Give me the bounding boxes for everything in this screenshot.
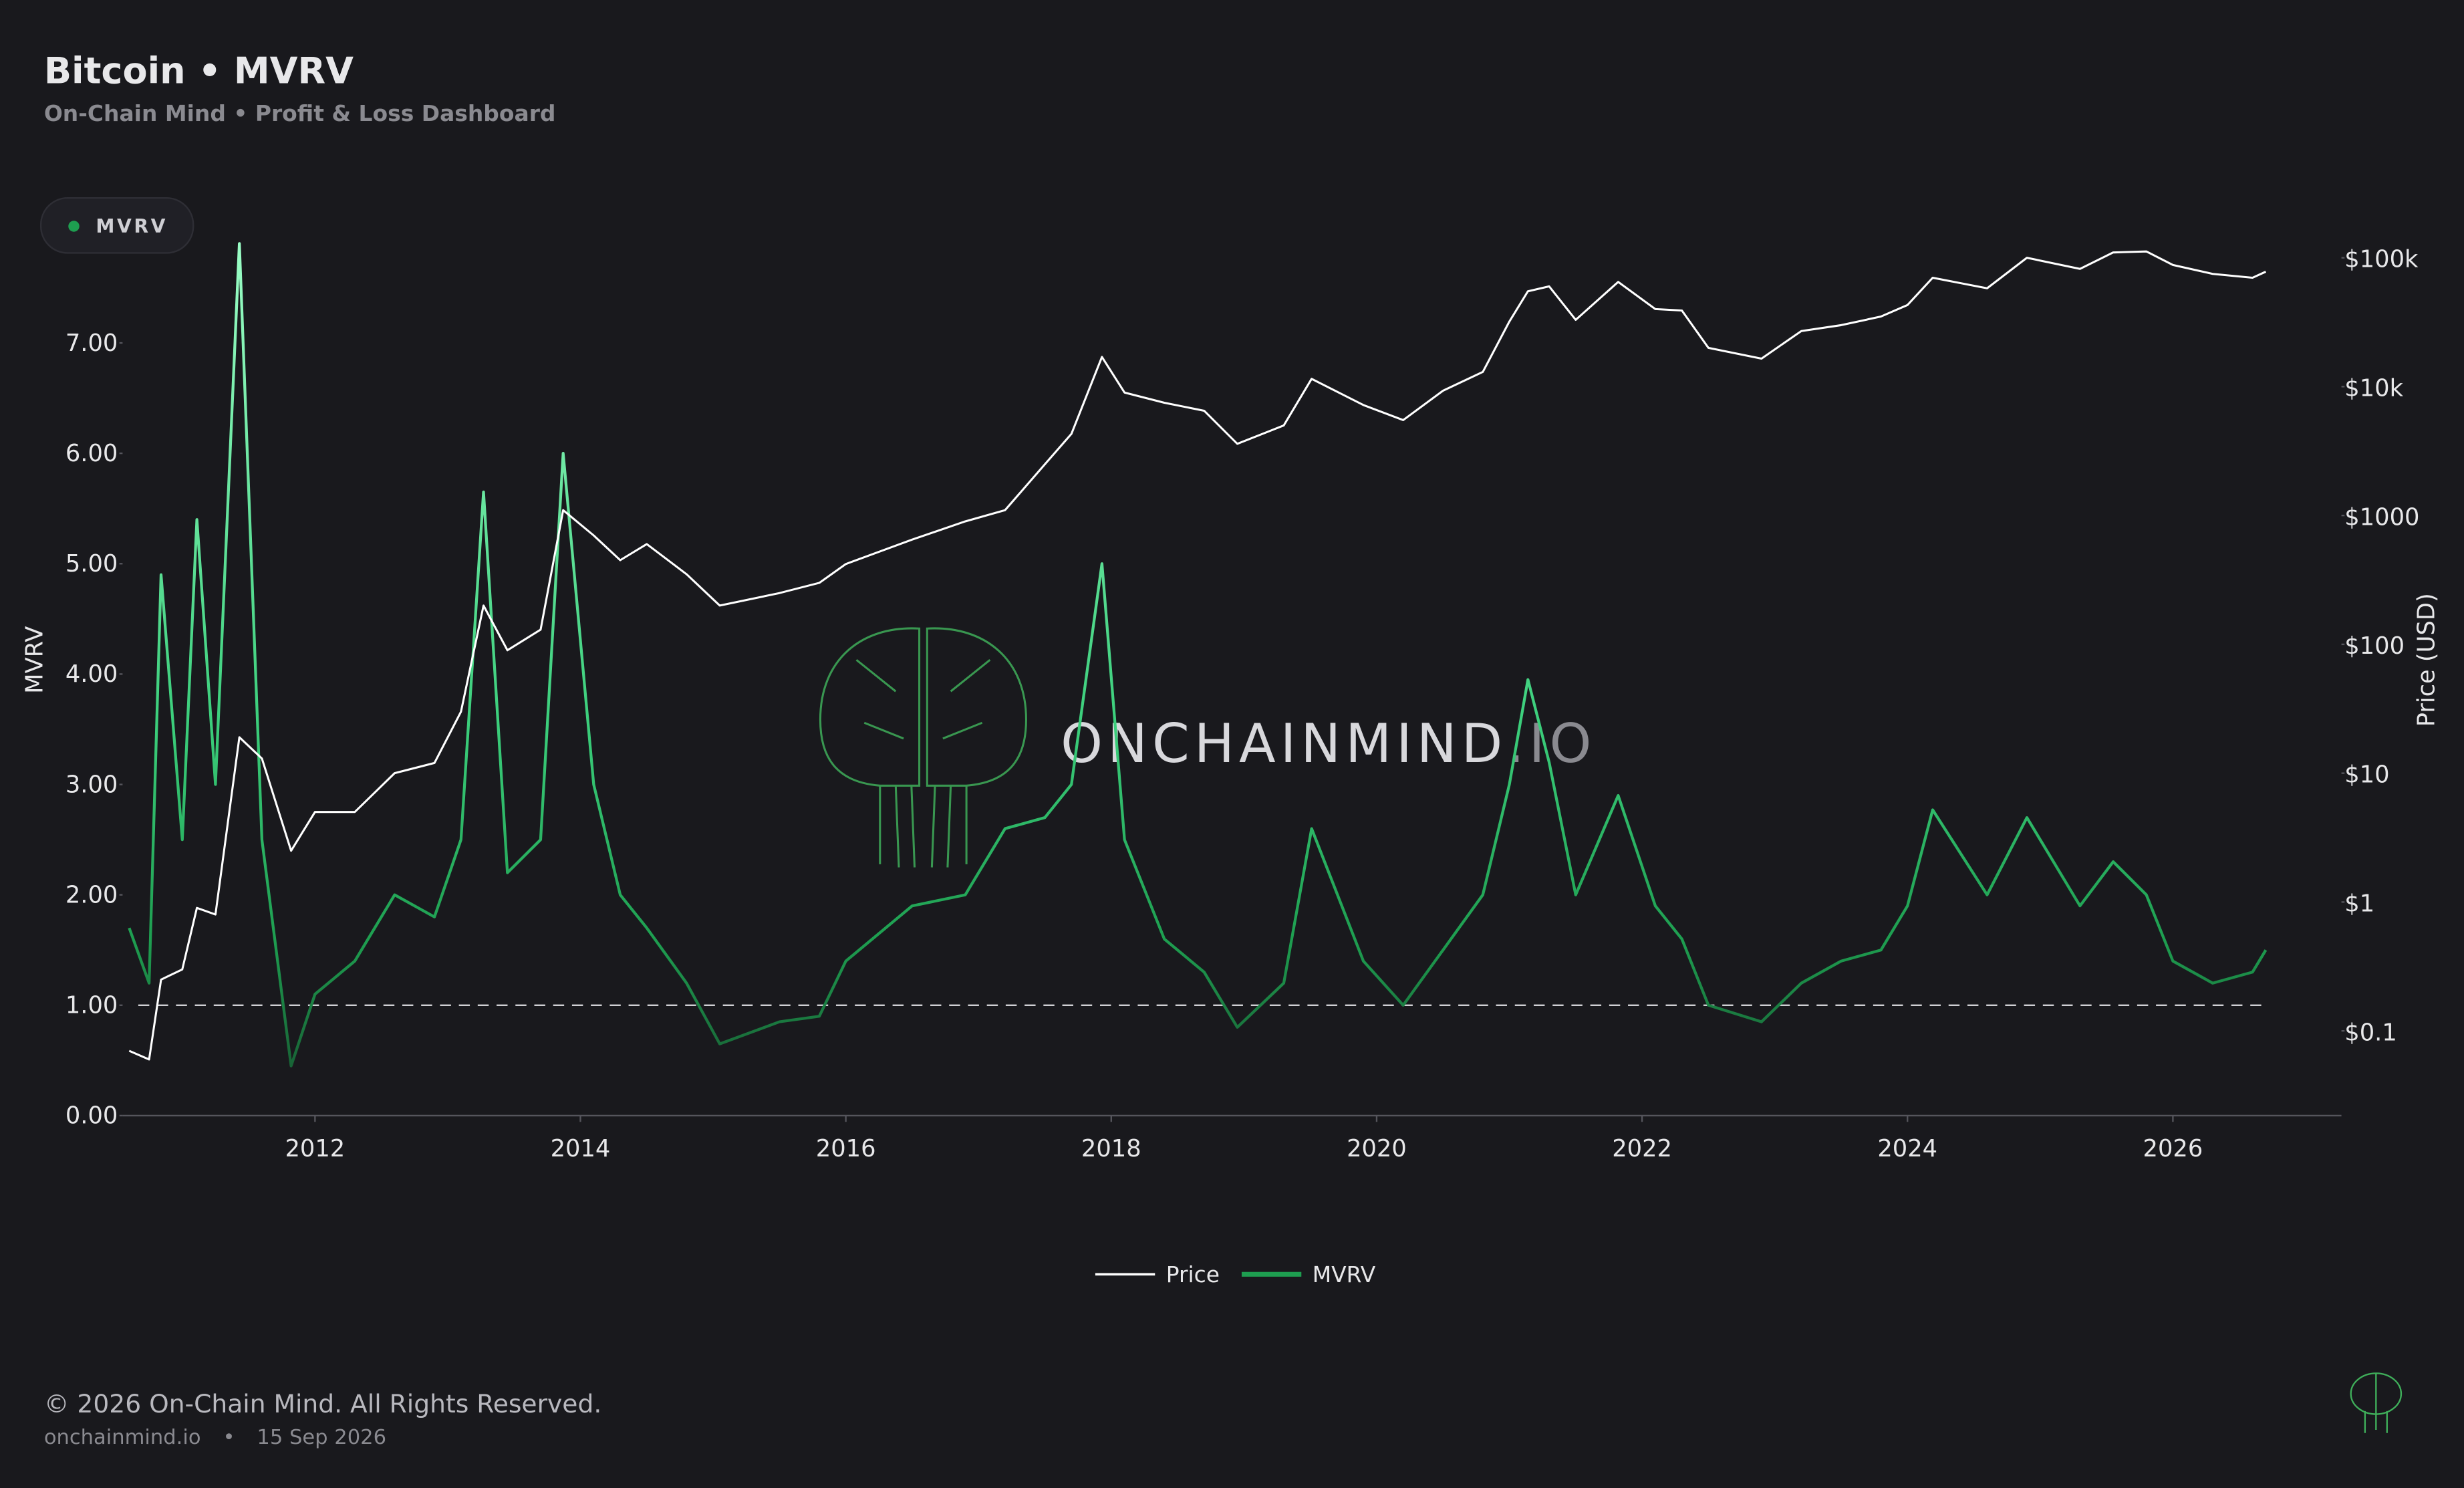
series-line [128, 242, 2268, 1068]
y-tick-label: 2.00 [65, 881, 118, 908]
footer-logo [2350, 1372, 2403, 1433]
series-badge[interactable] [39, 197, 194, 254]
watermark-logo [819, 627, 1027, 868]
separator: • [223, 1426, 235, 1449]
y-axis-title: MVRV [21, 626, 48, 694]
y2-tick-label: $10 [2344, 761, 2389, 789]
title: Bitcoin • MVRV [44, 50, 354, 92]
x-tick-label: 2024 [1877, 1135, 1937, 1162]
watermark-text: ONCHAINMIND.IO [1061, 713, 1596, 775]
legend: Price MVRV [1095, 1261, 1376, 1287]
y2-tick-label: $100 [2344, 632, 2405, 660]
date: 15 Sep 2026 [257, 1426, 386, 1449]
x-tick-label: 2014 [551, 1135, 611, 1162]
x-tick-label: 2018 [1081, 1135, 1141, 1162]
y2-tick-label: $100k [2344, 246, 2419, 273]
y-tick-label: 5.00 [65, 550, 118, 578]
badge-dot [68, 221, 80, 232]
series-line [128, 250, 2267, 1061]
y2-tick-label: $10k [2344, 375, 2403, 402]
watermark-main: ONCHAINMIND [1061, 713, 1507, 775]
x-tick-label: 2016 [816, 1135, 876, 1162]
site: onchainmind.io [44, 1426, 201, 1449]
x-tick-label: 2022 [1612, 1135, 1672, 1162]
legend-label: Price [1166, 1261, 1220, 1287]
y2-tick-label: $1000 [2344, 503, 2419, 531]
x-tick-label: 2026 [2143, 1135, 2203, 1162]
x-tick-label: 2012 [285, 1135, 345, 1162]
y-tick-label: 6.00 [65, 440, 118, 467]
x-tick-label: 2020 [1347, 1135, 1407, 1162]
y2-axis-title: Price (USD) [2413, 593, 2440, 727]
copyright: © 2026 On-Chain Mind. All Rights Reserve… [44, 1389, 601, 1418]
y-tick-label: 7.00 [65, 330, 118, 357]
footer-site: onchainmind.io • 15 Sep 2026 [44, 1426, 386, 1449]
y-tick-label: 0.00 [65, 1102, 118, 1130]
subtitle: On-Chain Mind • Profit & Loss Dashboard [44, 100, 556, 126]
y-tick-label: 3.00 [65, 771, 118, 798]
badge-label: MVRV [96, 215, 168, 237]
y-tick-label: 1.00 [65, 992, 118, 1019]
y2-tick-label: $1 [2344, 890, 2374, 918]
y2-tick-label: $0.1 [2344, 1019, 2397, 1046]
y-tick-label: 4.00 [65, 660, 118, 688]
legend-label: MVRV [1313, 1261, 1376, 1287]
